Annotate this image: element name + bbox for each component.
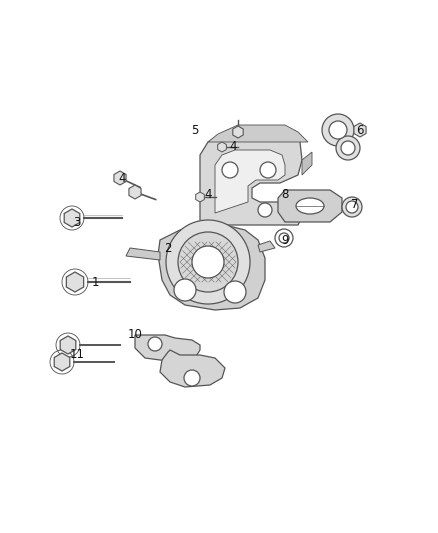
Polygon shape [54, 353, 70, 371]
Polygon shape [215, 150, 285, 213]
Text: 10: 10 [127, 328, 142, 342]
Polygon shape [200, 130, 302, 225]
Circle shape [346, 201, 358, 213]
Circle shape [260, 162, 276, 178]
Circle shape [341, 141, 355, 155]
Polygon shape [233, 126, 243, 138]
Text: 5: 5 [191, 124, 199, 136]
Text: 4: 4 [118, 172, 126, 184]
Polygon shape [64, 209, 80, 227]
Text: 4: 4 [204, 189, 212, 201]
Circle shape [258, 203, 272, 217]
Text: 6: 6 [356, 124, 364, 136]
Polygon shape [160, 350, 225, 387]
Polygon shape [258, 241, 275, 252]
Text: 4: 4 [229, 141, 237, 154]
Polygon shape [354, 123, 366, 137]
Circle shape [192, 246, 224, 278]
Circle shape [148, 337, 162, 351]
Circle shape [329, 121, 347, 139]
Polygon shape [114, 171, 126, 185]
Circle shape [174, 279, 196, 301]
Text: 1: 1 [91, 276, 99, 288]
Polygon shape [66, 272, 84, 292]
Circle shape [275, 229, 293, 247]
Circle shape [166, 220, 250, 304]
Text: 11: 11 [70, 349, 85, 361]
Circle shape [322, 114, 354, 146]
Polygon shape [208, 125, 308, 142]
Polygon shape [129, 185, 141, 199]
Circle shape [336, 136, 360, 160]
Polygon shape [126, 248, 160, 260]
Polygon shape [302, 193, 312, 217]
Ellipse shape [296, 198, 324, 214]
Circle shape [184, 370, 200, 386]
Circle shape [342, 197, 362, 217]
Circle shape [222, 162, 238, 178]
Circle shape [178, 232, 238, 292]
Polygon shape [302, 152, 312, 175]
Polygon shape [218, 142, 226, 152]
Polygon shape [158, 225, 265, 310]
Text: 7: 7 [351, 198, 359, 212]
Circle shape [279, 233, 289, 243]
Polygon shape [60, 336, 76, 354]
Polygon shape [278, 190, 342, 222]
Polygon shape [135, 335, 200, 362]
Circle shape [224, 281, 246, 303]
Polygon shape [196, 192, 205, 202]
Text: 3: 3 [73, 215, 81, 229]
Text: 8: 8 [281, 189, 289, 201]
Text: 9: 9 [281, 233, 289, 246]
Text: 2: 2 [164, 241, 172, 254]
